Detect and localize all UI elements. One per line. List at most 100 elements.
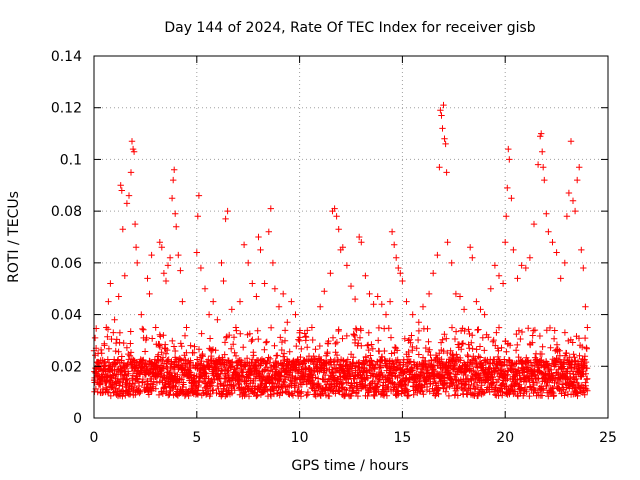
- data-point: [451, 362, 458, 369]
- data-point: [378, 369, 385, 376]
- data-point: [230, 341, 237, 348]
- data-point: [257, 246, 264, 254]
- data-point: [394, 347, 401, 354]
- data-point: [221, 339, 229, 346]
- data-point: [435, 384, 442, 391]
- data-point: [302, 370, 309, 377]
- data-point: [453, 351, 460, 358]
- data-point: [522, 264, 529, 272]
- data-point: [164, 262, 172, 269]
- data-point: [115, 293, 122, 300]
- data-point: [451, 335, 459, 343]
- data-point: [280, 350, 288, 357]
- data-point: [569, 339, 576, 346]
- data-point: [101, 342, 108, 349]
- data-point: [179, 298, 186, 305]
- data-point: [292, 311, 299, 318]
- data-point: [121, 272, 128, 279]
- data-point: [378, 301, 385, 308]
- data-point: [512, 360, 520, 368]
- data-point: [405, 392, 412, 399]
- data-point: [281, 379, 288, 386]
- data-point: [477, 306, 484, 313]
- data-point: [487, 285, 494, 292]
- y-tick-label: 0.12: [51, 101, 82, 117]
- data-point: [356, 233, 363, 241]
- data-point: [242, 362, 249, 370]
- data-point: [171, 166, 178, 173]
- data-point: [297, 353, 304, 361]
- data-point: [284, 319, 291, 326]
- data-point: [342, 390, 349, 398]
- data-point: [444, 239, 451, 246]
- data-point: [110, 329, 117, 336]
- data-point: [199, 353, 206, 360]
- data-point: [571, 376, 579, 383]
- data-point: [214, 316, 221, 323]
- data-point: [228, 389, 236, 397]
- data-point: [304, 327, 311, 334]
- data-point: [563, 213, 571, 220]
- data-point: [157, 333, 164, 340]
- data-point: [466, 330, 473, 338]
- data-point: [549, 239, 556, 246]
- data-point: [91, 334, 99, 342]
- data-point: [209, 379, 216, 386]
- data-point: [271, 285, 279, 292]
- data-point: [278, 338, 286, 346]
- data-point: [135, 382, 143, 390]
- y-tick-label: 0: [73, 411, 82, 427]
- data-point: [224, 207, 231, 215]
- data-point: [220, 361, 227, 368]
- data-point: [404, 388, 412, 395]
- data-point: [458, 340, 466, 348]
- data-point: [499, 280, 507, 287]
- data-point: [104, 388, 111, 395]
- data-point: [155, 351, 162, 358]
- data-point: [245, 393, 253, 400]
- data-point: [127, 340, 134, 347]
- data-point: [304, 344, 311, 351]
- data-point: [367, 352, 374, 359]
- data-point: [495, 324, 503, 331]
- data-point: [149, 335, 156, 342]
- data-point: [254, 327, 261, 334]
- data-point: [567, 138, 575, 145]
- data-point: [531, 326, 539, 334]
- data-point: [409, 311, 416, 318]
- data-point: [365, 346, 372, 354]
- data-point: [115, 348, 122, 355]
- data-point: [164, 346, 171, 354]
- data-point: [137, 388, 144, 395]
- data-point: [574, 176, 581, 184]
- data-point: [502, 239, 509, 246]
- data-point: [436, 164, 443, 171]
- data-point: [342, 361, 350, 369]
- data-point: [332, 349, 339, 356]
- data-point: [579, 343, 586, 351]
- data-point: [407, 339, 414, 346]
- data-point: [127, 328, 134, 335]
- data-point: [217, 367, 225, 374]
- data-point: [302, 358, 309, 366]
- data-point: [187, 342, 194, 349]
- data-point: [175, 251, 182, 259]
- data-point: [231, 387, 238, 394]
- data-point: [112, 347, 119, 355]
- data-point: [423, 383, 431, 391]
- data-point: [284, 383, 291, 391]
- data-point: [582, 370, 589, 377]
- data-point: [406, 336, 414, 343]
- data-point: [485, 334, 492, 341]
- data-point: [422, 344, 429, 352]
- data-point: [498, 385, 505, 392]
- data-point: [553, 249, 560, 256]
- data-point: [460, 306, 468, 313]
- data-point: [183, 324, 190, 331]
- y-tick-label: 0.1: [60, 152, 82, 168]
- data-point: [454, 392, 461, 399]
- data-point: [553, 355, 560, 362]
- data-point: [105, 345, 113, 352]
- data-point: [447, 347, 454, 354]
